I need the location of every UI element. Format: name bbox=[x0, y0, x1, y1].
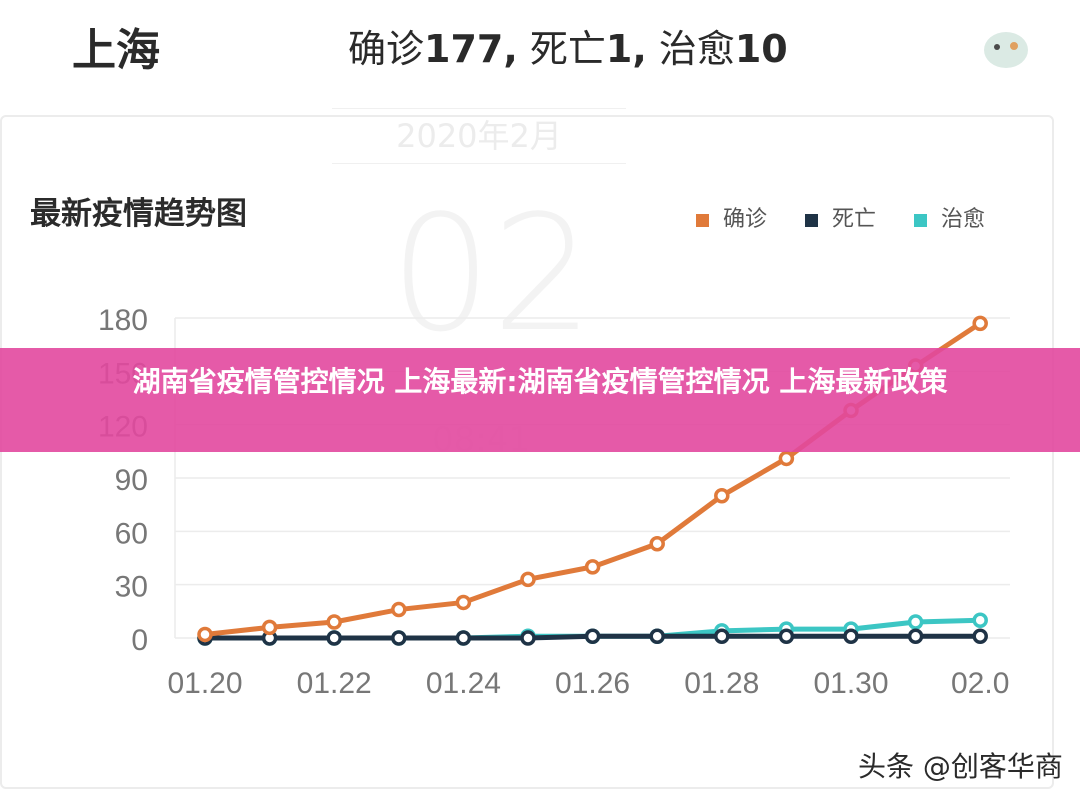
data-point-1 bbox=[520, 630, 536, 646]
confirmed-label: 确诊 bbox=[348, 27, 425, 71]
data-point-1 bbox=[972, 628, 988, 644]
legend-swatch-confirmed bbox=[696, 213, 709, 227]
data-point-1 bbox=[455, 630, 472, 646]
dead-value: 1, bbox=[605, 27, 647, 71]
y-tick-label: 0 bbox=[131, 624, 148, 657]
legend-label-dead: 死亡 bbox=[832, 207, 877, 232]
data-point-1 bbox=[649, 628, 665, 644]
watermark-day: 02 bbox=[390, 180, 594, 367]
x-tick-label: 01.26 bbox=[555, 667, 630, 700]
data-point-1 bbox=[778, 628, 795, 644]
data-point-0 bbox=[649, 536, 665, 552]
data-point-0 bbox=[520, 571, 536, 588]
x-tick-label: 01.22 bbox=[297, 667, 372, 700]
legend-label-cured: 治愈 bbox=[941, 207, 986, 232]
x-tick-label: 01.28 bbox=[684, 667, 759, 700]
legend-label-confirmed: 确诊 bbox=[723, 207, 768, 232]
dead-label: 死亡 bbox=[517, 27, 606, 71]
headline-banner[interactable]: 湖南省疫情管控情况 上海最新:湖南省疫情管控情况 上海最新政策 bbox=[0, 348, 1080, 452]
x-tick-label: 02.0 bbox=[951, 667, 1009, 700]
confirmed-value: 177, bbox=[424, 27, 518, 71]
legend-swatch-cured bbox=[914, 213, 927, 227]
data-point-0 bbox=[714, 488, 730, 504]
watermark-month: 2020年2月 bbox=[332, 108, 626, 164]
data-point-0 bbox=[972, 315, 988, 332]
data-point-0 bbox=[778, 450, 795, 467]
x-tick-label: 01.24 bbox=[426, 667, 501, 700]
y-tick-label: 60 bbox=[115, 517, 148, 550]
data-point-0 bbox=[261, 619, 278, 636]
top-bar: 上海 确诊177, 死亡1, 治愈10 bbox=[0, 0, 1080, 100]
legend-item-confirmed: 确诊 bbox=[696, 201, 767, 233]
legend-swatch-dead bbox=[805, 213, 818, 227]
case-summary: 确诊177, 死亡1, 治愈10 bbox=[348, 18, 788, 73]
cured-value: 10 bbox=[734, 27, 788, 71]
city-name: 上海 bbox=[72, 25, 160, 76]
data-point-1 bbox=[326, 630, 342, 646]
y-tick-label: 30 bbox=[115, 571, 148, 604]
data-point-1 bbox=[391, 630, 407, 646]
x-tick-label: 01.30 bbox=[813, 667, 888, 700]
legend-item-dead: 死亡 bbox=[805, 201, 876, 233]
cured-label: 治愈 bbox=[646, 27, 735, 71]
data-point-1 bbox=[714, 628, 730, 644]
avatar[interactable] bbox=[984, 32, 1028, 68]
data-point-1 bbox=[907, 628, 924, 644]
data-point-2 bbox=[972, 612, 988, 628]
chart-title: 最新疫情趋势图 bbox=[30, 196, 247, 232]
data-point-0 bbox=[584, 559, 601, 575]
data-point-0 bbox=[326, 614, 342, 630]
data-point-2 bbox=[907, 614, 924, 630]
data-point-0 bbox=[455, 594, 472, 611]
data-point-0 bbox=[197, 626, 213, 643]
source-credit: 头条 @创客华商 bbox=[858, 750, 1063, 783]
x-tick-label: 01.20 bbox=[167, 667, 242, 700]
data-point-1 bbox=[843, 628, 859, 644]
y-tick-label: 90 bbox=[115, 464, 148, 497]
data-point-1 bbox=[584, 628, 601, 644]
y-tick-label: 180 bbox=[98, 304, 148, 337]
data-point-0 bbox=[391, 601, 407, 618]
legend-item-cured: 治愈 bbox=[914, 201, 985, 233]
